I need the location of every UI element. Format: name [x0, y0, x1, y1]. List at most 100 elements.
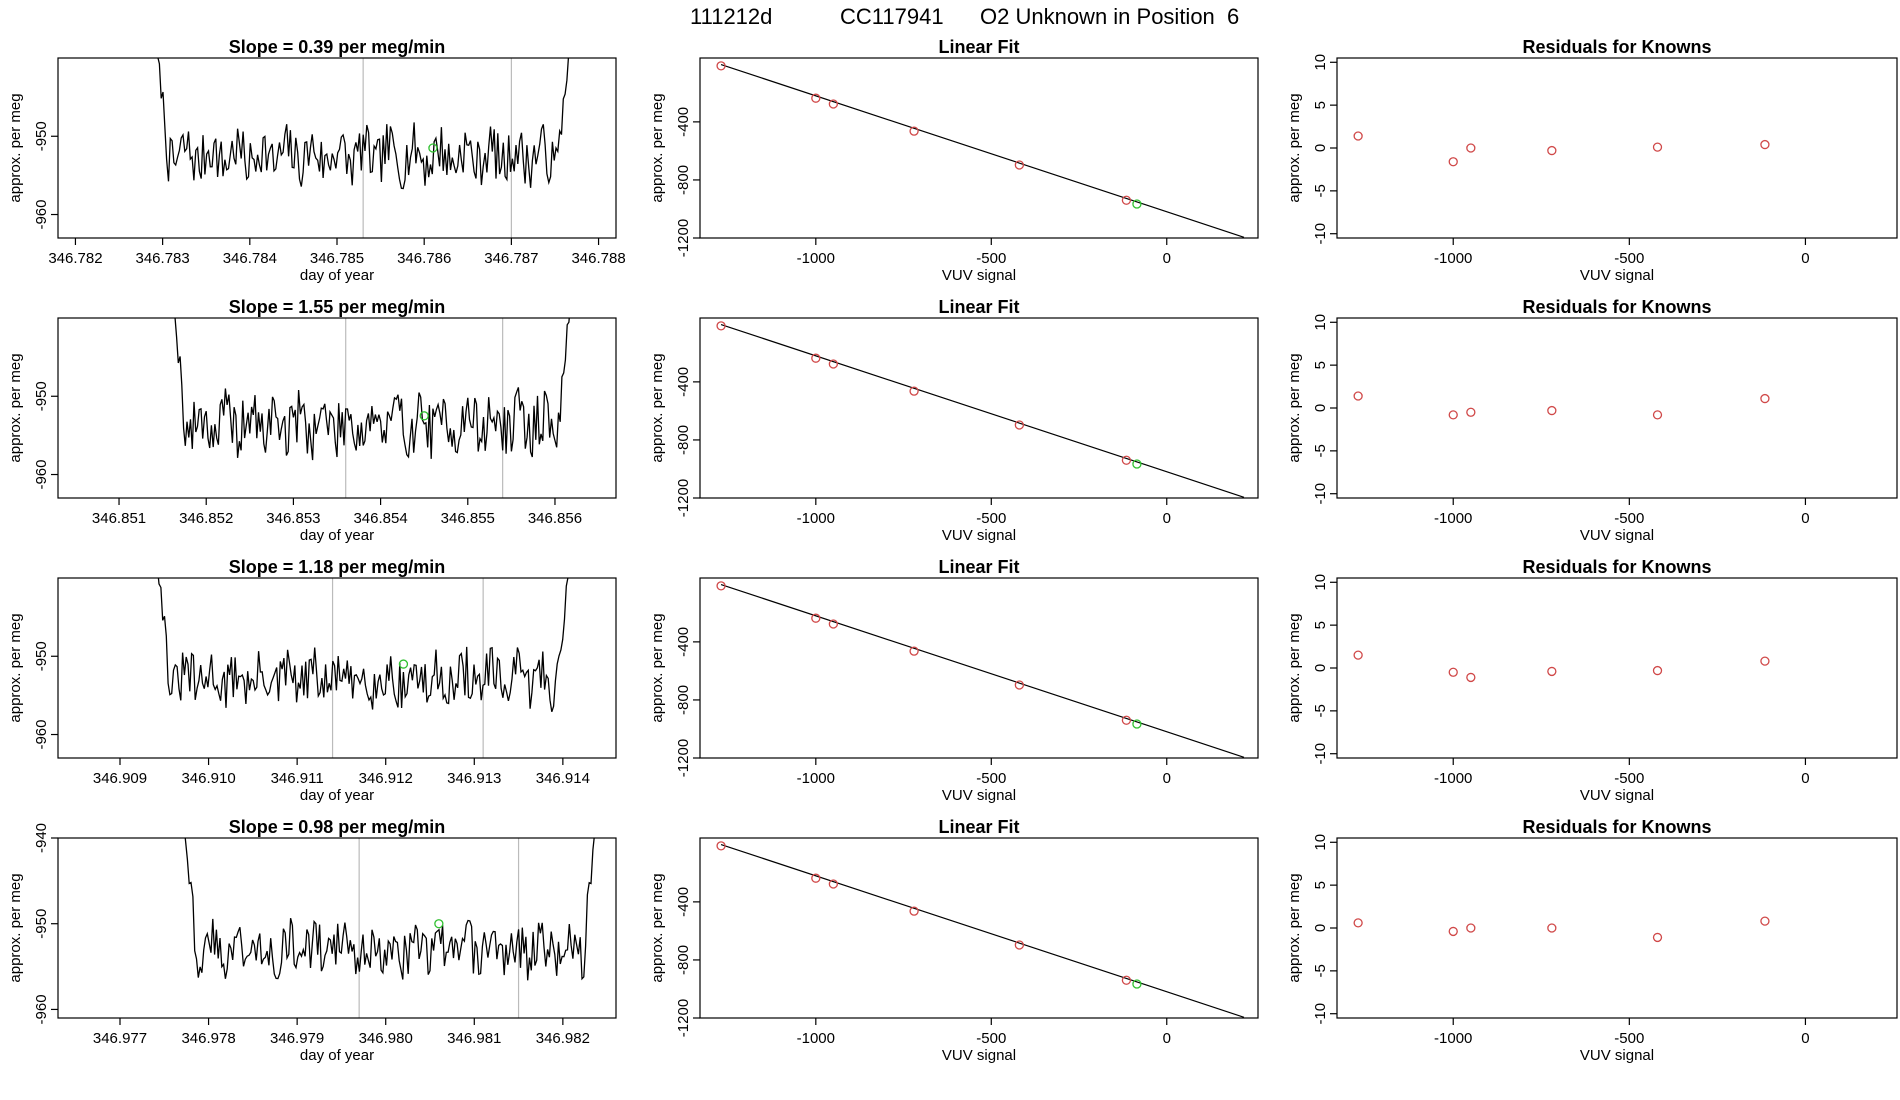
x-tick-label: 346.856: [528, 510, 582, 527]
known-point: [828, 99, 839, 109]
y-tick-label: -950: [33, 121, 50, 151]
x-tick-label: 346.978: [181, 1030, 235, 1047]
y-axis-label: approx. per meg: [1286, 353, 1303, 462]
y-tick-label: 10: [1312, 54, 1329, 71]
known-point: [828, 879, 839, 889]
known-point: [1652, 932, 1663, 943]
known-point: [1760, 393, 1770, 404]
known-point: [1760, 656, 1770, 666]
x-tick-label: -1000: [797, 510, 835, 527]
x-tick-label: -500: [976, 250, 1006, 267]
y-axis-label: approx. per meg: [649, 873, 666, 982]
known-point: [1353, 391, 1363, 401]
x-tick-label: 0: [1801, 770, 1809, 787]
known-point: [716, 841, 726, 851]
x-axis-label: VUV signal: [1580, 1047, 1654, 1064]
known-point: [1448, 667, 1458, 677]
y-tick-label: -800: [675, 945, 692, 975]
x-axis-label: VUV signal: [1580, 787, 1654, 804]
known-point: [811, 93, 821, 103]
timeseries-trace: [157, 578, 569, 712]
y-tick-label: -960: [33, 200, 50, 230]
known-point: [811, 353, 821, 363]
x-tick-label: 0: [1163, 250, 1171, 267]
known-point: [1466, 923, 1476, 933]
y-axis-label: approx. per meg: [7, 93, 24, 202]
known-point: [1121, 715, 1132, 725]
y-tick-label: 5: [1312, 621, 1329, 629]
x-tick-label: -500: [1614, 510, 1644, 527]
known-point: [909, 386, 919, 396]
timeseries-trace: [184, 838, 595, 981]
x-tick-label: 346.913: [447, 770, 501, 787]
known-point: [1466, 143, 1476, 153]
x-tick-label: -500: [1614, 1030, 1644, 1047]
x-axis-label: VUV signal: [942, 267, 1016, 284]
unknown-point: [1132, 979, 1142, 989]
known-point: [909, 126, 919, 136]
panel-title: Linear Fit: [938, 37, 1019, 57]
figure-header: 111212d CC117941 O2 Unknown in Position …: [0, 2, 1900, 32]
x-tick-label: -1000: [1434, 510, 1472, 527]
unknown-average-point: [434, 919, 444, 929]
panel-title: Slope = 0.98 per meg/min: [229, 817, 446, 837]
x-tick-label: 346.786: [397, 250, 451, 267]
x-tick-label: 346.851: [92, 510, 146, 527]
panel-title: Linear Fit: [938, 557, 1019, 577]
panel-title: Residuals for Knowns: [1522, 817, 1711, 837]
known-point: [716, 321, 726, 331]
known-point: [909, 646, 919, 656]
y-tick-label: 10: [1312, 314, 1329, 331]
known-point: [811, 873, 821, 883]
x-tick-label: 346.785: [310, 250, 364, 267]
plot-frame: [1336, 837, 1898, 1019]
y-tick-label: 10: [1312, 834, 1329, 851]
known-point: [1014, 940, 1025, 950]
known-point: [716, 61, 726, 71]
x-tick-label: 0: [1801, 1030, 1809, 1047]
y-tick-label: -400: [675, 107, 692, 137]
y-tick-label: -1200: [675, 999, 692, 1037]
x-tick-label: 346.855: [441, 510, 495, 527]
plot-frame: [1336, 577, 1898, 759]
y-tick-label: -1200: [675, 219, 692, 257]
x-tick-label: -500: [1614, 770, 1644, 787]
unknown-point: [1132, 459, 1142, 469]
x-tick-label: 346.854: [353, 510, 407, 527]
x-tick-label: -1000: [1434, 1030, 1472, 1047]
known-point: [1448, 410, 1458, 420]
plot-frame: [1336, 57, 1898, 239]
y-tick-label: -400: [675, 367, 692, 397]
y-tick-label: 0: [1312, 404, 1329, 412]
known-point: [1014, 420, 1025, 430]
known-point: [1353, 918, 1363, 928]
y-tick-label: -950: [33, 641, 50, 671]
x-tick-label: 0: [1163, 1030, 1171, 1047]
timeseries-trace: [157, 58, 570, 190]
plot-frame: [699, 577, 1259, 759]
known-point: [1448, 926, 1458, 937]
y-tick-label: -10: [1312, 223, 1329, 245]
known-point: [1652, 665, 1663, 676]
known-point: [1121, 975, 1132, 985]
x-tick-label: 346.911: [271, 770, 324, 787]
known-point: [1353, 650, 1363, 660]
fit-line: [720, 843, 1245, 1018]
x-tick-label: 346.914: [536, 770, 590, 787]
known-point: [1547, 666, 1557, 677]
x-tick-label: -1000: [797, 250, 835, 267]
unknown-average-point: [398, 659, 409, 669]
unknown-average-point: [428, 143, 438, 153]
y-tick-label: 0: [1312, 144, 1329, 152]
y-tick-label: -5: [1312, 184, 1329, 197]
x-tick-label: -500: [976, 1030, 1006, 1047]
panel-title: Linear Fit: [938, 297, 1019, 317]
plot-frame: [1336, 317, 1898, 499]
panel-title: Linear Fit: [938, 817, 1019, 837]
x-tick-label: 346.981: [447, 1030, 501, 1047]
x-axis-label: VUV signal: [942, 527, 1016, 544]
y-tick-label: 0: [1312, 924, 1329, 932]
y-axis-label: approx. per meg: [7, 353, 24, 462]
known-point: [1547, 405, 1557, 416]
